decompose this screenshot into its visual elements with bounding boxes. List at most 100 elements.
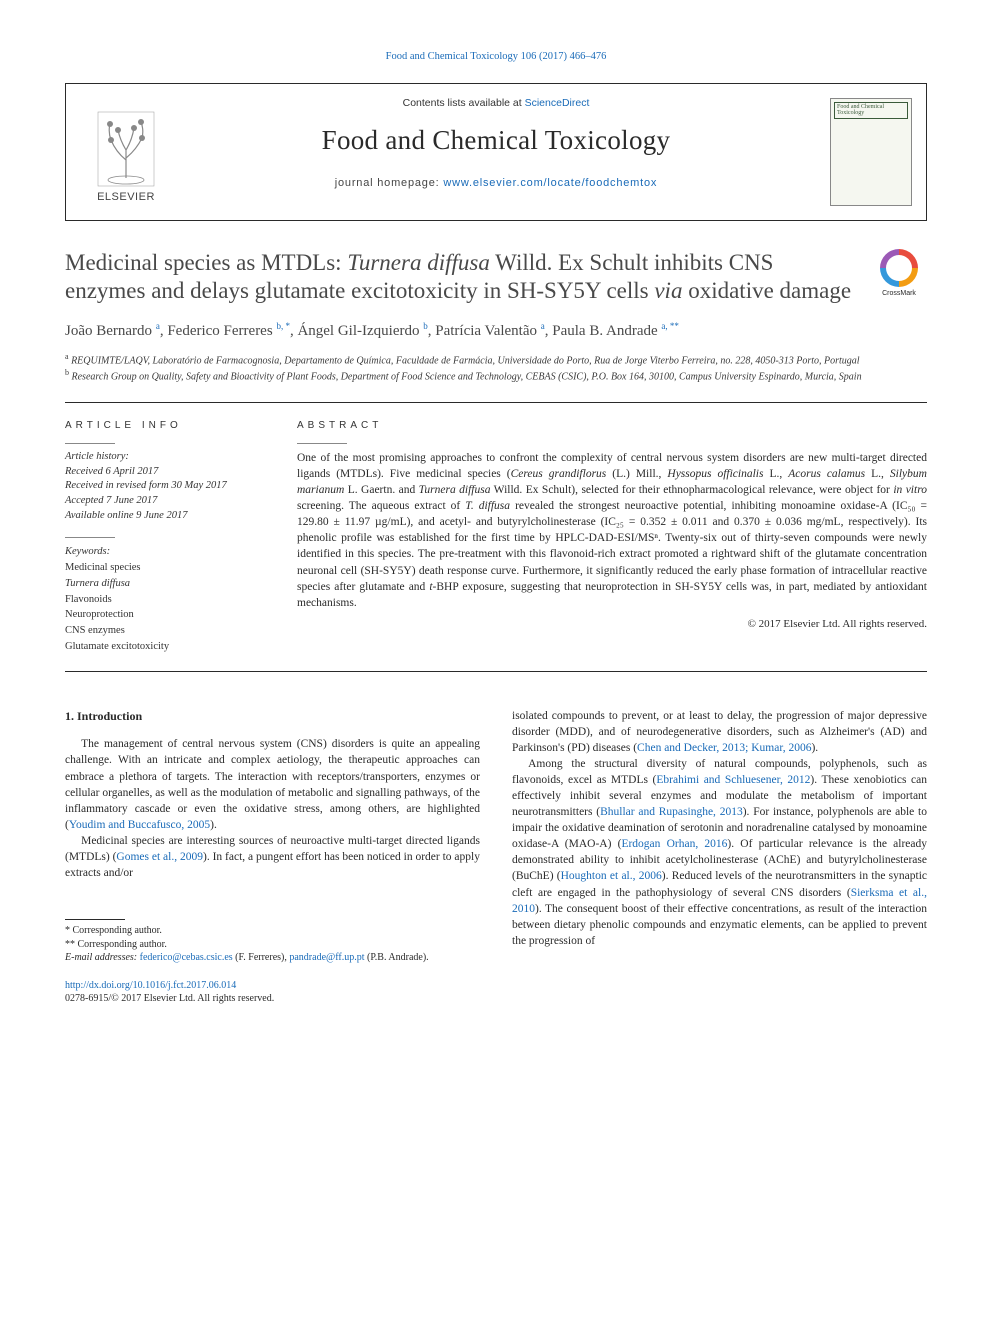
footnote-separator (65, 919, 125, 920)
abs-species: Turnera diffusa (419, 484, 491, 496)
author: Paula B. Andrade (552, 323, 657, 339)
homepage-line: journal homepage: www.elsevier.com/locat… (66, 176, 926, 191)
doi-block: http://dx.doi.org/10.1016/j.fct.2017.06.… (65, 979, 480, 1006)
keyword: Neuroprotection (65, 607, 265, 623)
title-part: Medicinal species as MTDLs: (65, 250, 347, 275)
citation-header: Food and Chemical Toxicology 106 (2017) … (65, 50, 927, 65)
author: João Bernardo (65, 323, 152, 339)
citation-link[interactable]: Ebrahimi and Schluesener, 2012 (656, 774, 810, 786)
abstract-column: ABSTRACT One of the most promising appro… (297, 419, 927, 655)
keyword: CNS enzymes (65, 623, 265, 639)
email-who: (P.B. Andrade). (364, 952, 428, 963)
publisher-name: ELSEVIER (97, 190, 155, 205)
author: Patrícia Valentão (435, 323, 537, 339)
homepage-link[interactable]: www.elsevier.com/locate/foodchemtox (443, 177, 657, 189)
abs-species: Cereus grandiflorus (511, 468, 607, 480)
article-history: Article history: Received 6 April 2017 R… (65, 450, 265, 523)
aff-text: REQUIMTE/LAQV, Laboratório de Farmacogno… (69, 356, 860, 367)
article-info-heading: ARTICLE INFO (65, 419, 265, 433)
citation-link[interactable]: Chen and Decker, 2013; Kumar, 2006 (637, 742, 811, 754)
title-part: oxidative damage (682, 278, 851, 303)
affiliations: a REQUIMTE/LAQV, Laboratório de Farmacog… (65, 352, 927, 384)
body-column-right: isolated compounds to prevent, or at lea… (512, 708, 927, 1006)
para-text: ). The consequent boost of their effecti… (512, 903, 927, 947)
authors-line: João Bernardo a, Federico Ferreres b, *,… (65, 320, 927, 342)
paragraph: The management of central nervous system… (65, 736, 480, 833)
section-heading: 1. Introduction (65, 708, 480, 725)
abstract-text: One of the most promising approaches to … (297, 450, 927, 611)
citation-link[interactable]: Erdogan Orhan, 2016 (621, 838, 727, 850)
author-sup: a (156, 321, 160, 331)
contents-line: Contents lists available at ScienceDirec… (66, 96, 926, 111)
crossmark-icon (880, 249, 918, 287)
keyword: Glutamate excitotoxicity (65, 639, 265, 655)
author: Federico Ferreres (167, 323, 272, 339)
citation-link[interactable]: Houghton et al., 2006 (561, 870, 662, 882)
crossmark-label: CrossMark (882, 289, 916, 299)
short-rule (65, 443, 115, 444)
paragraph: isolated compounds to prevent, or at lea… (512, 708, 927, 756)
title-via: via (654, 278, 682, 303)
abs-part: L., (865, 468, 890, 480)
author-sup: a (541, 321, 545, 331)
crossmark-badge[interactable]: CrossMark (871, 249, 927, 305)
keywords-label: Keywords: (65, 544, 265, 560)
contents-prefix: Contents lists available at (403, 97, 525, 109)
doi-link[interactable]: http://dx.doi.org/10.1016/j.fct.2017.06.… (65, 980, 236, 991)
article-title: Medicinal species as MTDLs: Turnera diff… (65, 249, 859, 307)
abstract-copyright: © 2017 Elsevier Ltd. All rights reserved… (297, 617, 927, 632)
title-species: Turnera diffusa (347, 250, 490, 275)
abs-part: revealed the strongest neuroactive poten… (297, 500, 927, 592)
footnote-emails: E-mail addresses: federico@cebas.csic.es… (65, 951, 480, 965)
journal-header-box: ELSEVIER Contents lists available at Sci… (65, 83, 927, 221)
footnote: ** Corresponding author. (65, 938, 480, 952)
footnote: * Corresponding author. (65, 924, 480, 938)
citation-link[interactable]: Gomes et al., 2009 (116, 851, 203, 863)
para-text: The management of central nervous system… (65, 738, 480, 830)
keyword: Flavonoids (65, 592, 265, 608)
history-item: Received in revised form 30 May 2017 (65, 479, 265, 494)
para-text: ). (210, 819, 217, 831)
footnotes: * Corresponding author. ** Corresponding… (65, 924, 480, 965)
abs-species: T. diffusa (465, 500, 510, 512)
short-rule (297, 443, 347, 444)
author-sup: b, * (276, 321, 290, 331)
paragraph: Among the structural diversity of natura… (512, 756, 927, 949)
author-sup: b (423, 321, 428, 331)
citation-link[interactable]: Bhullar and Rupasinghe, 2013 (600, 806, 743, 818)
abs-part: (L.) Mill., (606, 468, 667, 480)
divider (65, 671, 927, 672)
abs-part: screening. The aqueous extract of (297, 500, 465, 512)
author: Ángel Gil-Izquierdo (297, 323, 419, 339)
sciencedirect-link[interactable]: ScienceDirect (525, 97, 590, 109)
keyword: Medicinal species (65, 560, 265, 576)
homepage-prefix: journal homepage: (335, 177, 444, 189)
affiliation-a: a REQUIMTE/LAQV, Laboratório de Farmacog… (65, 352, 927, 368)
affiliation-b: b Research Group on Quality, Safety and … (65, 368, 927, 384)
email-link[interactable]: pandrade@ff.up.pt (289, 952, 364, 963)
journal-title: Food and Chemical Toxicology (66, 122, 926, 160)
article-info-column: ARTICLE INFO Article history: Received 6… (65, 419, 265, 655)
email-link[interactable]: federico@cebas.csic.es (140, 952, 233, 963)
abstract-heading: ABSTRACT (297, 419, 927, 433)
abs-italic: in vitro (893, 484, 927, 496)
aff-text: Research Group on Quality, Safety and Bi… (69, 371, 862, 382)
history-item: Received 6 April 2017 (65, 465, 265, 480)
author-sup: a, ** (661, 321, 679, 331)
email-who: (F. Ferreres), (233, 952, 290, 963)
body-column-left: 1. Introduction The management of centra… (65, 708, 480, 1006)
history-item: Accepted 7 June 2017 (65, 494, 265, 509)
abs-species: Hyssopus officinalis (667, 468, 763, 480)
cover-title: Food and Chemical Toxicology (834, 102, 908, 119)
email-label: E-mail addresses: (65, 952, 137, 963)
short-rule (65, 537, 115, 538)
paragraph: Medicinal species are interesting source… (65, 833, 480, 881)
citation-link[interactable]: Youdim and Buccafusco, 2005 (69, 819, 210, 831)
history-item: Available online 9 June 2017 (65, 509, 265, 524)
history-label: Article history: (65, 450, 265, 465)
issn-line: 0278-6915/© 2017 Elsevier Ltd. All right… (65, 992, 480, 1006)
citation-link[interactable]: Food and Chemical Toxicology 106 (2017) … (386, 51, 607, 62)
journal-cover-thumbnail: Food and Chemical Toxicology (830, 98, 912, 206)
keyword: Turnera diffusa (65, 576, 265, 592)
abs-part: L., (763, 468, 788, 480)
